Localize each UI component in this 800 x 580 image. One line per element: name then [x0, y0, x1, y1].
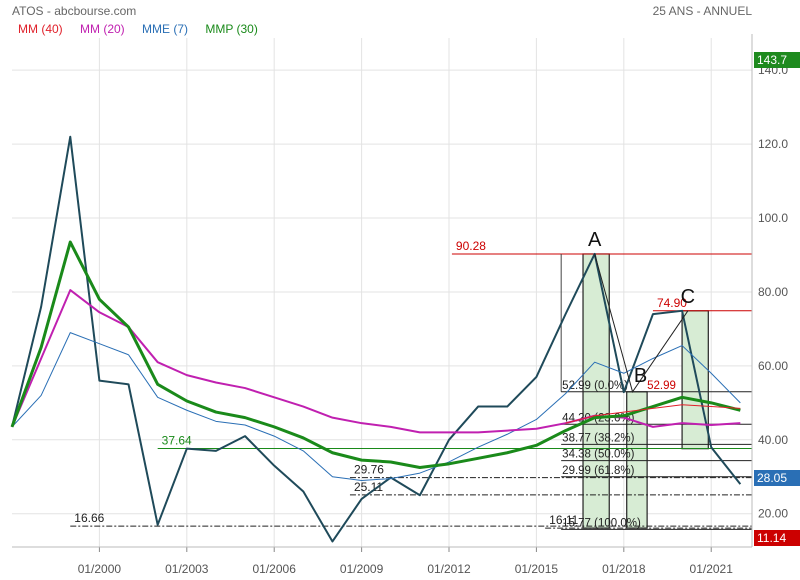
x-tick-label: 01/2012	[427, 562, 471, 576]
fib-label: 29.99 (61.8%)	[562, 465, 634, 477]
series-line	[11, 332, 741, 481]
chart-period: 25 ANS - ANNUEL	[652, 4, 752, 18]
legend-mm40: MM (40)	[18, 22, 63, 36]
x-tick-label: 01/2015	[515, 562, 559, 576]
level-label: 29.76	[354, 463, 384, 477]
fib-label: 34.38 (50.0%)	[562, 449, 634, 461]
price-tag-last	[754, 470, 800, 486]
price-label: 52.99	[647, 380, 676, 392]
price-tag-value: 143.7	[757, 53, 787, 67]
point-label: B	[634, 365, 647, 387]
series-line	[11, 135, 742, 543]
chart-title: ATOS - abcbourse.com	[12, 4, 137, 18]
point-label: A	[588, 229, 602, 251]
price-tag-value: 11.14	[757, 531, 786, 545]
legend-mm20: MM (20)	[80, 22, 125, 36]
price-tag-value: 28.05	[757, 471, 787, 485]
legend-mme7: MME (7)	[142, 22, 189, 36]
legend: MM (40) MM (20) MME (7) MMP (30)	[18, 22, 272, 36]
level-label: 25.11	[354, 480, 383, 494]
level-label: 74.90	[657, 296, 687, 310]
y-tick-label: 60.00	[758, 359, 788, 373]
fib-label: 38.77 (38.2%)	[562, 432, 634, 444]
fib-label: 52.99 (0.0%)	[562, 380, 628, 392]
x-tick-label: 01/2018	[602, 562, 646, 576]
series-line	[565, 404, 741, 424]
y-tick-label: 100.0	[758, 211, 788, 225]
abc-path	[594, 253, 689, 393]
x-tick-label: 01/2006	[253, 562, 297, 576]
fib-label: 15.77 (100.0%)	[562, 517, 641, 529]
x-tick-label: 01/2003	[165, 562, 209, 576]
point-label: C	[681, 286, 695, 308]
price-tag-high	[754, 52, 800, 68]
price-tag-low	[754, 530, 800, 546]
legend-mmp30: MMP (30)	[205, 22, 258, 36]
x-tick-label: 01/2021	[690, 562, 734, 576]
level-label: 90.28	[456, 239, 486, 253]
y-tick-label: 20.00	[758, 507, 788, 521]
y-tick-label: 40.00	[758, 433, 788, 447]
x-tick-label: 01/2000	[78, 562, 122, 576]
y-tick-label: 80.00	[758, 285, 788, 299]
level-label: 16.66	[74, 511, 104, 525]
level-label: 37.64	[162, 434, 192, 448]
series-line	[10, 240, 741, 470]
x-tick-label: 01/2009	[340, 562, 384, 576]
y-tick-label: 120.0	[758, 137, 788, 151]
level-label: 16.11	[549, 513, 578, 527]
